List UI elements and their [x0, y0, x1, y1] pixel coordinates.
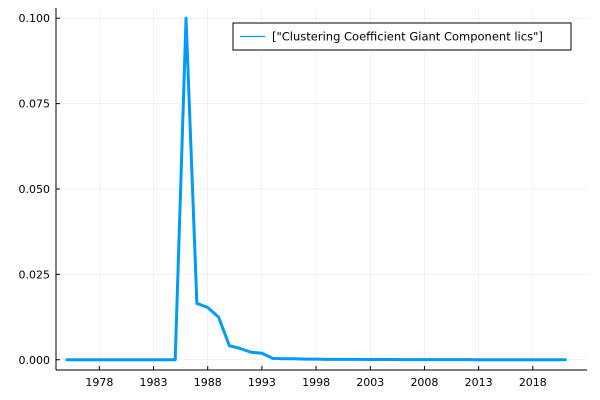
legend: ["Clustering Coefficient Giant Component… — [232, 22, 572, 51]
axes — [55, 8, 587, 371]
x-tick-label: 1978 — [85, 376, 113, 389]
tick-labels: 1978 1983 1988 1993 1998 2003 2008 2013 2018 0.00… — [19, 12, 547, 389]
x-tick-label: 2013 — [465, 376, 493, 389]
x-tick-label: 1988 — [194, 376, 222, 389]
x-tick-label: 1983 — [140, 376, 168, 389]
legend-box — [232, 22, 572, 51]
series-line — [65, 16, 567, 362]
x-tick-label: 1998 — [302, 376, 330, 389]
y-tick-label: 0.100 — [19, 12, 51, 25]
y-tick-label: 0.000 — [19, 354, 51, 367]
y-tick-label: 0.025 — [19, 268, 51, 281]
y-tick-label: 0.050 — [19, 183, 51, 196]
x-tick-label: 2008 — [410, 376, 438, 389]
y-tick-label: 0.075 — [19, 98, 51, 111]
legend-label: ["Clustering Coefficient Giant Component… — [272, 30, 543, 44]
x-tick-label: 2003 — [356, 376, 384, 389]
x-tick-label: 1993 — [248, 376, 276, 389]
series-layer — [65, 16, 567, 362]
grid-lines — [56, 8, 587, 370]
x-tick-label: 2018 — [519, 376, 547, 389]
